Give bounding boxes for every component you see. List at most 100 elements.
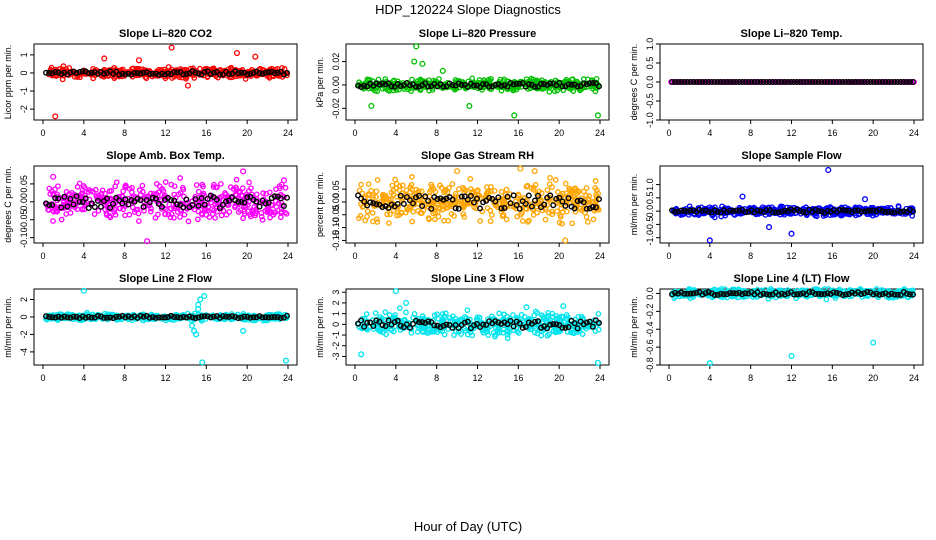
series-point — [547, 174, 553, 181]
mean-point — [571, 320, 578, 327]
mean-point — [116, 313, 123, 320]
mean-point — [204, 195, 211, 202]
series-point — [372, 310, 379, 316]
mean-point — [213, 196, 220, 203]
series-point — [538, 197, 544, 203]
outlier-point — [765, 224, 773, 231]
mean-point — [876, 206, 883, 213]
mean-point — [525, 81, 532, 88]
mean-point — [699, 78, 706, 85]
mean-point — [510, 81, 517, 88]
series-point — [382, 309, 389, 316]
outlier-point — [184, 82, 192, 89]
mean-point — [473, 320, 480, 327]
mean-point — [833, 289, 840, 296]
mean-point — [186, 313, 193, 320]
mean-point — [559, 198, 566, 205]
mean-point — [376, 81, 383, 88]
series-point — [592, 328, 599, 334]
series-point — [264, 209, 271, 216]
x-tick-label: 16 — [827, 373, 837, 383]
mean-point — [449, 196, 456, 203]
mean-point — [201, 201, 208, 208]
series-point — [441, 331, 448, 338]
x-tick-label: 4 — [707, 251, 712, 261]
mean-point — [861, 78, 868, 85]
series-point — [384, 211, 390, 218]
mean-point — [477, 205, 484, 212]
data-points — [355, 165, 602, 244]
mean-point — [885, 208, 892, 215]
x-tick-label: 20 — [554, 373, 564, 383]
mean-point — [274, 69, 281, 76]
mean-point — [73, 70, 80, 77]
mean-point — [525, 319, 532, 326]
mean-point — [791, 78, 798, 85]
mean-point — [742, 209, 749, 216]
series-point — [257, 198, 263, 205]
series-point — [485, 332, 492, 339]
series-point — [583, 185, 590, 191]
x-tick-label: 8 — [122, 128, 127, 138]
y-tick-label: -0.6 — [645, 339, 655, 355]
mean-point — [116, 71, 123, 78]
series-point — [515, 195, 521, 202]
mean-point — [486, 83, 493, 90]
mean-point — [553, 321, 560, 328]
mean-point — [219, 201, 226, 208]
x-tick-label: 0 — [40, 128, 45, 138]
series-point — [267, 214, 273, 221]
mean-point — [171, 314, 178, 321]
mean-point — [669, 78, 676, 85]
mean-point — [113, 313, 120, 320]
mean-point — [470, 82, 477, 89]
mean-point — [852, 78, 859, 85]
mean-point — [82, 195, 89, 202]
series-point — [200, 183, 206, 190]
mean-point — [733, 207, 740, 214]
y-tick-label: 0.0 — [645, 205, 655, 218]
series-point — [425, 329, 432, 336]
mean-point — [592, 80, 599, 87]
mean-point — [226, 313, 233, 320]
outlier-point — [466, 102, 473, 110]
mean-point — [189, 201, 196, 208]
mean-point — [358, 195, 365, 202]
mean-point — [165, 70, 172, 77]
mean-point — [550, 321, 557, 328]
mean-point — [553, 195, 560, 202]
mean-point — [204, 313, 211, 320]
mean-point — [464, 196, 471, 203]
mean-point — [88, 200, 95, 207]
mean-point — [879, 291, 886, 298]
mean-point — [195, 202, 202, 209]
mean-point — [271, 313, 278, 320]
series-point — [248, 185, 254, 192]
series-point — [580, 188, 587, 195]
y-tick-label: 0.5 — [645, 57, 655, 70]
series-point — [63, 188, 70, 195]
y-tick-label: 0.5 — [645, 192, 655, 205]
mean-point — [906, 291, 913, 298]
outlier-point — [197, 296, 204, 303]
y-tick-label: -3 — [331, 352, 341, 360]
mean-point — [696, 206, 703, 213]
panel-9: Slope Line 4 (LT) Flow 0 4 8 12 16 20 24 -0.8 -0.… — [629, 273, 924, 383]
mean-point — [839, 291, 846, 298]
outlier-point — [594, 359, 602, 366]
mean-point — [742, 290, 749, 297]
mean-point — [507, 80, 514, 87]
mean-point — [855, 78, 862, 85]
series-point — [496, 310, 502, 317]
mean-point — [226, 197, 233, 204]
mean-point — [757, 208, 764, 215]
mean-point — [516, 80, 523, 87]
series-point — [441, 189, 447, 196]
panel-5: Slope Gas Stream RH 0 4 8 12 16 20 24 -0.15-0.10… — [315, 150, 610, 261]
panel-4: Slope Amb. Box Temp. 0 4 8 12 16 20 24 -0.10-0.0… — [3, 150, 298, 261]
series-point — [393, 180, 400, 187]
mean-point — [766, 291, 773, 298]
series-point — [249, 208, 256, 215]
series-point — [435, 213, 442, 220]
mean-point — [888, 209, 895, 216]
